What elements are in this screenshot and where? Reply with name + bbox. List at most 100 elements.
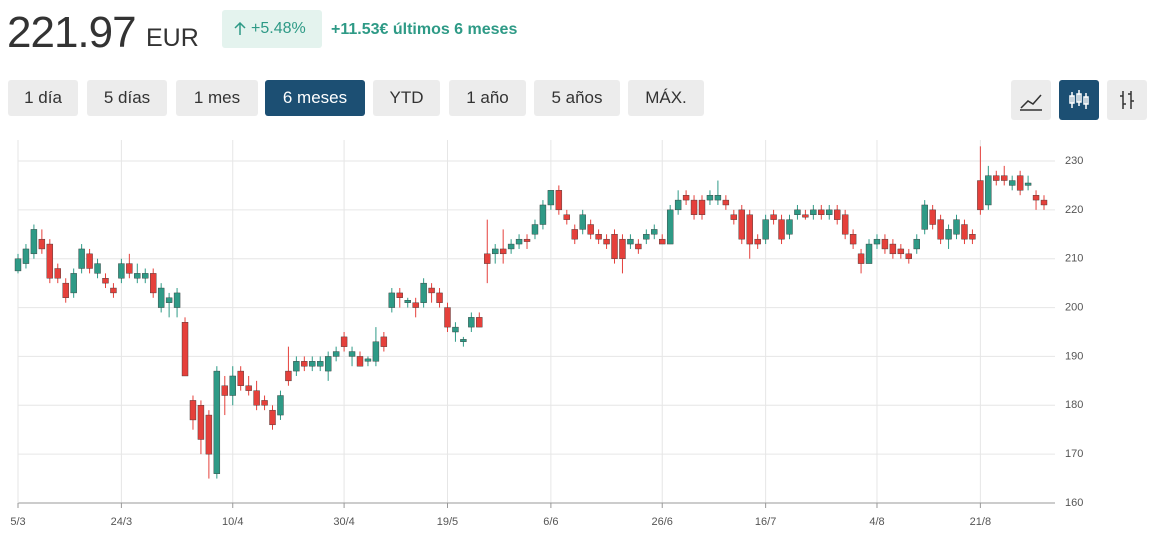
candle-body: [770, 214, 777, 220]
candle-body: [340, 336, 348, 347]
candle-body: [1032, 194, 1040, 201]
change-abs: +11.53€ últimos 6 meses: [331, 21, 518, 38]
candle-body: [881, 238, 889, 250]
candle-body: [253, 390, 260, 406]
range-button[interactable]: 1 año: [449, 80, 526, 116]
candle-body: [849, 234, 857, 245]
candle-body: [818, 209, 825, 215]
candle-body: [388, 292, 396, 308]
candle-body: [150, 273, 157, 294]
candle-body: [507, 243, 515, 250]
candle-body: [937, 219, 944, 240]
x-tick-label: 16/7: [755, 516, 776, 528]
y-tick-label: 200: [1065, 301, 1083, 313]
candle-body: [714, 194, 722, 201]
candle-body: [1024, 182, 1032, 186]
change-pct: +5.48%: [251, 20, 306, 37]
candle-body: [985, 175, 992, 206]
candle-body: [165, 297, 173, 303]
ohlc-chart-button[interactable]: [1107, 80, 1147, 120]
change-badge: +5.48%: [222, 10, 322, 48]
candle-body: [619, 238, 626, 259]
candle-body: [698, 199, 706, 215]
candle-body: [1008, 180, 1016, 186]
candle-body: [579, 214, 586, 230]
candle-body: [396, 292, 403, 298]
candle-body: [54, 268, 61, 279]
candle-chart-button[interactable]: [1059, 80, 1099, 120]
x-tick-label: 21/8: [970, 516, 991, 528]
candle-body: [22, 248, 30, 264]
candle-body: [515, 238, 523, 245]
candle-body: [706, 194, 714, 201]
candle-body: [221, 385, 228, 396]
candle-body: [730, 214, 738, 220]
candle-body: [969, 234, 976, 240]
candle-body: [285, 370, 292, 382]
candle-body: [865, 243, 873, 264]
candle-body: [444, 307, 451, 328]
candle-body: [70, 273, 77, 294]
candle-body: [834, 209, 841, 220]
chart: 160 170 180 190 200 210 220 230 5/3 24/3 10/4 30/4 1…: [10, 140, 1083, 528]
x-tick-label: 10/4: [222, 516, 243, 528]
candle-body: [523, 238, 531, 242]
candle-body: [428, 287, 435, 294]
range-button[interactable]: 1 día: [8, 80, 78, 116]
candle-body: [110, 287, 117, 294]
candle-body: [118, 263, 125, 279]
candle-body: [189, 400, 197, 421]
candle-body: [468, 317, 475, 328]
x-tick-label: 24/3: [111, 516, 132, 528]
candle-body: [826, 209, 833, 215]
candle-body: [746, 214, 753, 245]
y-tick-label: 160: [1065, 497, 1083, 509]
candle-body: [30, 229, 38, 255]
candle-body: [587, 224, 594, 235]
candle-body: [324, 356, 332, 372]
range-button[interactable]: YTD: [373, 80, 440, 116]
candle-body: [237, 370, 244, 386]
candle-body: [794, 209, 801, 215]
candle-body: [94, 263, 101, 274]
candle-body: [977, 180, 984, 211]
candle-body: [738, 209, 745, 240]
range-button[interactable]: 5 días: [87, 80, 167, 116]
range-button[interactable]: MÁX.: [628, 80, 704, 116]
candle-body: [547, 190, 555, 206]
y-tick-label: 230: [1065, 155, 1083, 167]
candle-body: [666, 209, 674, 245]
candle-body: [181, 322, 189, 377]
candle-body: [436, 292, 443, 303]
range-button[interactable]: 5 años: [534, 80, 620, 116]
candle-body: [953, 219, 960, 235]
candle-body: [841, 214, 849, 235]
candle-body: [126, 263, 133, 274]
range-button[interactable]: 1 mes: [176, 80, 258, 116]
candle-body: [786, 219, 793, 235]
candle-body: [173, 292, 181, 308]
candle-body: [213, 370, 221, 474]
x-tick-label: 19/5: [437, 516, 458, 528]
candle-body: [563, 214, 570, 220]
candle-body: [897, 248, 905, 255]
range-button[interactable]: 6 meses: [265, 80, 365, 116]
candle-body: [722, 199, 730, 206]
candle-body: [14, 258, 22, 272]
line-chart-button[interactable]: [1011, 80, 1051, 120]
candle-body: [889, 243, 897, 255]
candle-body: [142, 273, 149, 279]
candle-body: [635, 243, 642, 250]
candle-body: [690, 199, 698, 215]
candle-body: [651, 229, 658, 235]
candle-body: [659, 238, 666, 245]
x-tick-label: 5/3: [10, 516, 25, 528]
candle-body: [945, 229, 952, 240]
candle-body: [1040, 199, 1048, 206]
candle-body: [460, 339, 467, 342]
candle-body: [301, 361, 308, 367]
y-tick-label: 180: [1065, 399, 1083, 411]
candle-body: [293, 361, 300, 372]
candle-body: [476, 317, 483, 328]
